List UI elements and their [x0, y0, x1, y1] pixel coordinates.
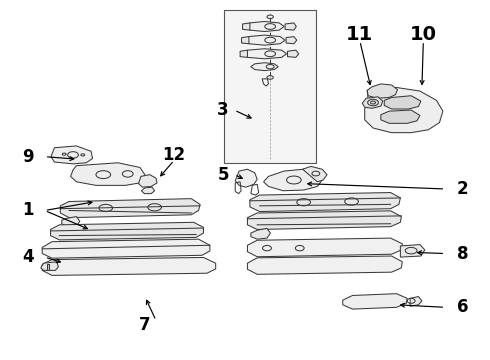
Polygon shape: [243, 23, 250, 30]
Polygon shape: [62, 217, 80, 226]
Polygon shape: [142, 187, 155, 194]
Polygon shape: [303, 166, 327, 182]
Polygon shape: [251, 63, 278, 71]
Polygon shape: [41, 262, 58, 270]
Polygon shape: [242, 37, 249, 44]
Text: 1: 1: [22, 202, 33, 220]
Bar: [224, 10, 316, 163]
Polygon shape: [367, 84, 397, 98]
Text: 5: 5: [217, 166, 229, 184]
Polygon shape: [384, 96, 421, 109]
Polygon shape: [47, 264, 49, 270]
Polygon shape: [60, 199, 200, 218]
Polygon shape: [244, 35, 285, 45]
Polygon shape: [243, 49, 287, 59]
Polygon shape: [250, 193, 400, 212]
Polygon shape: [240, 50, 247, 57]
Text: 9: 9: [22, 148, 33, 166]
Polygon shape: [247, 256, 402, 274]
Polygon shape: [251, 228, 270, 239]
Polygon shape: [247, 238, 402, 257]
Polygon shape: [264, 169, 322, 191]
Text: 7: 7: [139, 316, 150, 334]
Polygon shape: [343, 294, 407, 309]
Polygon shape: [400, 244, 425, 257]
Polygon shape: [410, 297, 422, 306]
Polygon shape: [42, 257, 216, 275]
Polygon shape: [288, 50, 299, 57]
Polygon shape: [247, 211, 401, 229]
Polygon shape: [245, 22, 284, 32]
Polygon shape: [51, 146, 93, 164]
Polygon shape: [71, 163, 145, 185]
Polygon shape: [286, 37, 297, 44]
Polygon shape: [365, 87, 443, 133]
Polygon shape: [139, 175, 157, 187]
Text: 2: 2: [457, 180, 468, 198]
Text: 8: 8: [457, 244, 468, 262]
Text: 10: 10: [410, 25, 437, 44]
Polygon shape: [381, 110, 420, 123]
Polygon shape: [235, 169, 257, 187]
Text: 6: 6: [457, 298, 468, 316]
Text: 3: 3: [217, 101, 229, 119]
Text: 4: 4: [22, 248, 33, 266]
Text: 12: 12: [163, 146, 186, 164]
Text: 11: 11: [346, 25, 373, 44]
Polygon shape: [50, 222, 203, 240]
Polygon shape: [285, 23, 296, 30]
Polygon shape: [362, 97, 383, 108]
Polygon shape: [42, 239, 210, 258]
